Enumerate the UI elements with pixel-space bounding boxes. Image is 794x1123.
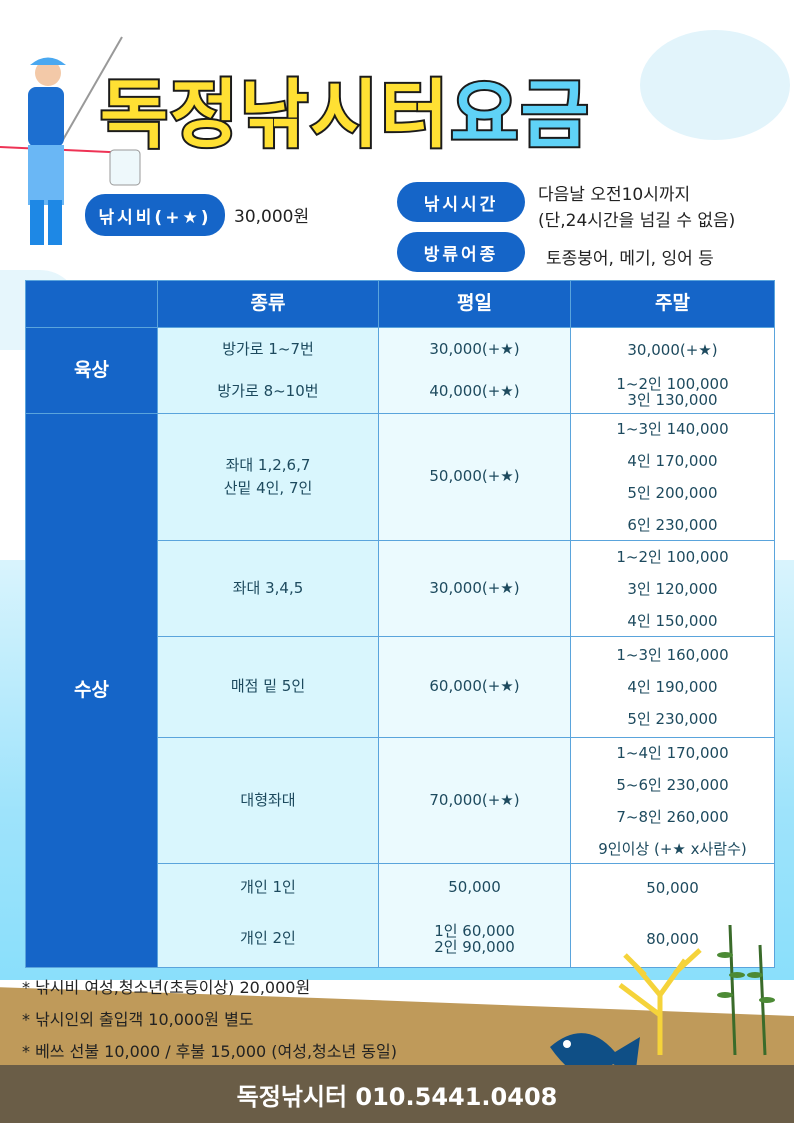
weekday-price-cell-line: 50,000 (448, 877, 501, 896)
weekday-price-cell: 50,000 (379, 864, 571, 911)
price-table: 종류 평일 주말 육상 수상 방가로 1~7번 30,000(+★) 30,000(… (25, 280, 775, 968)
weekend-price-cell-line: 4인 150,000 (627, 611, 718, 630)
fishing-fee-badge: 낚시비(+★) (85, 194, 225, 236)
weekday-price-cell-line: 30,000(+★) (429, 339, 520, 358)
weekday-price-cell-line: 30,000(+★) (429, 578, 520, 597)
weekend-price-cell-line: 5~6인 230,000 (616, 775, 729, 794)
weekend-price-cell-line: 7~8인 260,000 (616, 807, 729, 826)
category-land: 육상 (26, 328, 158, 414)
type-cell: 좌대 3,4,5 (158, 541, 379, 637)
type-cell-line: 매점 밑 5인 (230, 677, 306, 696)
weekend-price-cell-line: 1~2인 100,000 (616, 547, 729, 566)
type-cell-line: 방가로 8~10번 (217, 382, 319, 401)
weekend-price-cell: 30,000(+★) (571, 328, 774, 371)
weekday-price-cell: 50,000(+★) (379, 414, 571, 541)
notes: * 낚시비 여성,청소년(초등이상) 20,000원 * 낚시인외 출입객 10… (22, 972, 397, 1068)
type-cell: 개인 2인 (158, 911, 379, 967)
type-cell: 매점 밑 5인 (158, 637, 379, 738)
weekend-price-cell: 80,000 (571, 911, 774, 967)
weekend-price-cell-line: 1~4인 170,000 (616, 743, 729, 762)
note: * 낚시비 여성,청소년(초등이상) 20,000원 (22, 978, 311, 997)
fishing-hours-line2: (단,24시간을 넘길 수 없음) (538, 211, 736, 231)
type-cell-line: 좌대 3,4,5 (232, 578, 304, 597)
weekend-price-cell: 1~4인 170,000 5~6인 230,000 7~8인 260,000 9인이상… (571, 738, 774, 864)
released-species-value: 토종붕어, 메기, 잉어 등 (546, 249, 714, 269)
type-cell: 방가로 1~7번 (158, 328, 379, 371)
weekend-price-cell-line: 9인이상 (+★ x사람수) (598, 839, 747, 858)
weekday-price-cell-line: 1인 60,000 (434, 921, 515, 940)
weekday-price-cell: 1인 60,000 2인 90,000 (379, 911, 571, 967)
header-weekday: 평일 (379, 281, 571, 328)
type-cell: 좌대 1,2,6,7 산밑 4인, 7인 (158, 414, 379, 541)
weekend-price-cell-line: 3인 130,000 (627, 391, 718, 409)
weekend-price-cell-line: 1~3인 160,000 (616, 646, 729, 664)
weekday-price-cell: 40,000(+★) (379, 371, 571, 414)
fishing-hours-line1: 다음날 오전10시까지 (538, 185, 691, 205)
weekend-price-cell-line: 5인 230,000 (627, 710, 718, 728)
weekend-price-cell-line: 4인 170,000 (627, 452, 718, 470)
footer-contact: 독정낚시터 010.5441.0408 (0, 1065, 794, 1123)
weekday-price-cell: 30,000(+★) (379, 541, 571, 637)
weekday-price-cell-line: 50,000(+★) (429, 467, 520, 486)
weekend-price-cell-line: 5인 200,000 (627, 484, 718, 502)
header-type: 종류 (158, 281, 379, 328)
header-blank (26, 281, 158, 328)
weekend-price-cell: 1~2인 100,000 3인 130,000 (571, 371, 774, 414)
type-cell-line: 방가로 1~7번 (222, 339, 314, 358)
weekend-price-cell-line: 1~2인 100,000 (616, 374, 729, 393)
weekend-price-cell: 1~3인 160,000 4인 190,000 5인 230,000 (571, 637, 774, 738)
weekday-price-cell-line: 60,000(+★) (429, 677, 520, 696)
fishing-fee-value: 30,000원 (234, 207, 310, 227)
note: * 베쓰 선불 10,000 / 후불 15,000 (여성,청소년 동일) (22, 1042, 397, 1061)
type-cell: 방가로 8~10번 (158, 371, 379, 414)
weekday-price-cell-line: 70,000(+★) (429, 790, 520, 809)
type-cell: 대형좌대 (158, 738, 379, 864)
weekend-price-cell: 1~2인 100,000 3인 120,000 4인 150,000 (571, 541, 774, 637)
header-weekend: 주말 (571, 281, 774, 328)
type-cell-line: 좌대 1,2,6,7 (225, 455, 311, 474)
weekday-price-cell-line: 2인 90,000 (434, 938, 515, 956)
weekday-price-cell: 60,000(+★) (379, 637, 571, 738)
weekend-price-cell-line: 4인 190,000 (627, 678, 718, 696)
type-cell-line: 대형좌대 (240, 790, 296, 809)
fishing-hours-badge: 낚시시간 (397, 182, 525, 222)
type-cell-line: 개인 2인 (240, 929, 296, 948)
weekend-price-cell-line: 1~3인 140,000 (616, 420, 729, 438)
weekday-price-cell-line: 40,000(+★) (429, 382, 520, 401)
category-water: 수상 (26, 414, 158, 967)
type-cell-line: 산밑 4인, 7인 (223, 479, 313, 497)
weekend-price-cell-line: 30,000(+★) (627, 340, 718, 359)
type-cell-line: 개인 1인 (240, 877, 296, 896)
weekend-price-cell-line: 80,000 (646, 930, 699, 948)
coral-illustration (618, 924, 775, 1056)
weekend-price-cell: 1~3인 140,000 4인 170,000 5인 200,000 6인 230,0… (571, 414, 774, 541)
weekday-price-cell: 70,000(+★) (379, 738, 571, 864)
weekend-price-cell-line: 50,000 (646, 878, 699, 897)
weekend-price-cell-line: 6인 230,000 (627, 516, 718, 534)
cloud (640, 30, 790, 140)
type-cell: 개인 1인 (158, 864, 379, 911)
weekday-price-cell: 30,000(+★) (379, 328, 571, 371)
released-species-badge: 방류어종 (397, 232, 525, 272)
fisherman-illustration (0, 36, 141, 245)
note: * 낚시인외 출입객 10,000원 별도 (22, 1010, 254, 1029)
page-title: 독정낚시터요금 (98, 70, 591, 160)
weekend-price-cell: 50,000 (571, 864, 774, 911)
weekend-price-cell-line: 3인 120,000 (627, 579, 718, 598)
